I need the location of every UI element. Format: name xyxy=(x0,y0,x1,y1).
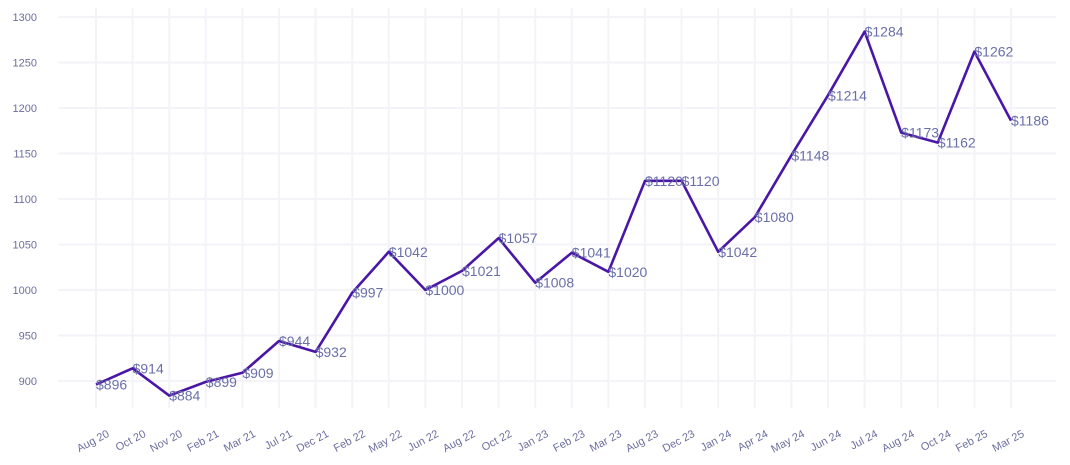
x-tick-label: Mar 25 xyxy=(991,428,1027,455)
data-label: $997 xyxy=(352,285,383,301)
data-label: $914 xyxy=(133,360,164,376)
x-tick-label: Dec 23 xyxy=(661,428,697,455)
data-label: $1021 xyxy=(462,263,501,279)
data-label: $1214 xyxy=(828,87,867,103)
x-tick-label: Feb 25 xyxy=(954,428,990,455)
y-axis-ticks: 900 950 1000 1050 1100 1150 1200 1250 1300 xyxy=(13,12,37,388)
data-label: $1008 xyxy=(535,275,574,291)
data-label: $1080 xyxy=(755,209,794,225)
data-label: $1284 xyxy=(865,24,904,40)
data-label: $1162 xyxy=(938,135,976,151)
data-label: $896 xyxy=(96,377,127,393)
x-tick-label: Mar 21 xyxy=(222,428,258,455)
data-label: $1041 xyxy=(572,245,611,261)
data-label: $1057 xyxy=(499,230,538,246)
data-label: $909 xyxy=(242,365,273,381)
series-line xyxy=(95,30,1013,397)
x-axis-ticks: Aug 20 Oct 20 Nov 20 Feb 21 Mar 21 Jul 21 Dec … xyxy=(75,428,1026,456)
x-tick-label: Mar 23 xyxy=(588,428,624,455)
x-tick-label: Feb 23 xyxy=(551,428,587,455)
x-tick-label: Dec 21 xyxy=(295,428,331,455)
x-tick-label: May 24 xyxy=(769,428,806,456)
y-tick-label: 1000 xyxy=(13,285,37,297)
x-tick-label: Oct 24 xyxy=(919,428,953,454)
data-label: $1120 xyxy=(645,173,683,189)
y-tick-label: 1300 xyxy=(13,12,37,24)
y-tick-label: 1100 xyxy=(13,194,37,206)
x-tick-label: Aug 23 xyxy=(624,428,660,455)
data-label: $1000 xyxy=(425,282,464,298)
x-tick-label: Jan 23 xyxy=(516,428,551,454)
x-tick-label: Jun 24 xyxy=(809,428,844,454)
data-label: $899 xyxy=(206,374,237,390)
data-label: $1262 xyxy=(974,44,1013,60)
data-label: $1120 xyxy=(682,173,720,189)
x-tick-label: Oct 22 xyxy=(480,428,514,454)
x-tick-label: Feb 21 xyxy=(185,428,221,455)
x-tick-label: Jun 22 xyxy=(406,428,441,454)
x-tick-label: May 22 xyxy=(367,428,404,456)
x-tick-label: Nov 20 xyxy=(148,428,184,455)
x-tick-label: Jul 24 xyxy=(848,428,880,452)
data-label: $1148 xyxy=(791,147,829,163)
x-tick-label: Aug 24 xyxy=(880,428,916,455)
data-label: $1186 xyxy=(1011,113,1049,129)
x-tick-label: Oct 20 xyxy=(114,428,148,454)
data-label: $1020 xyxy=(608,264,647,280)
data-label: $932 xyxy=(316,344,347,360)
data-label: $884 xyxy=(169,388,200,404)
x-tick-label: Jul 21 xyxy=(263,428,295,452)
data-label: $1042 xyxy=(389,244,428,260)
data-labels: $896 $914 $884 $899 $909 $944 $932 $997 $1042 $10… xyxy=(96,24,1049,404)
data-label: $944 xyxy=(279,333,310,349)
y-tick-label: 1200 xyxy=(13,103,37,115)
x-tick-label: Feb 22 xyxy=(332,428,368,455)
data-label: $1042 xyxy=(718,244,757,260)
x-tick-label: Apr 24 xyxy=(736,428,770,454)
y-tick-label: 1250 xyxy=(13,58,37,70)
y-tick-label: 1050 xyxy=(13,240,37,252)
y-tick-label: 950 xyxy=(19,331,37,343)
x-tick-label: Aug 22 xyxy=(441,428,477,455)
x-tick-label: Aug 20 xyxy=(75,428,111,455)
y-tick-label: 900 xyxy=(19,376,37,388)
y-tick-label: 1150 xyxy=(13,149,37,161)
grid xyxy=(58,8,1056,408)
x-tick-label: Jan 24 xyxy=(699,428,734,454)
data-label: $1173 xyxy=(901,125,939,141)
